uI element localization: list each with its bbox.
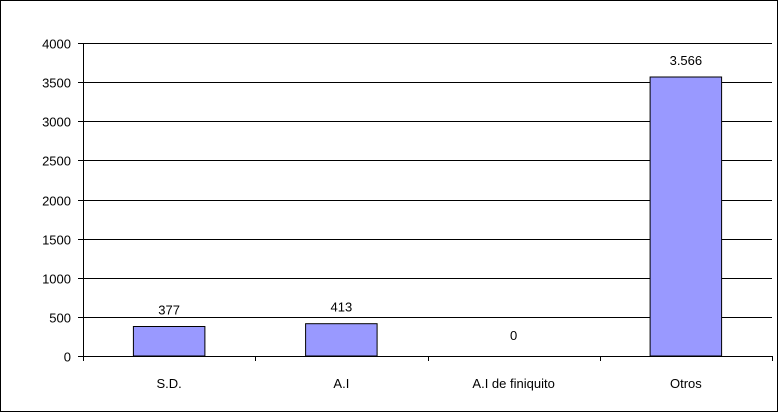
y-tick-label: 1000 [42,272,71,287]
y-tick-label: 3000 [42,115,71,130]
y-tick-label: 2000 [42,194,71,209]
x-category-label: A.I [333,376,349,391]
bar-1 [132,326,206,357]
y-tick-label: 4000 [42,37,71,52]
y-tick-label: 0 [64,350,71,365]
y-tick-label: 1500 [42,233,71,248]
bar-2 [305,323,378,357]
y-tick-label: 3500 [42,76,71,91]
labels: 0 500 1000 1500 2000 2500 3000 3500 4000 377 S.D. 4… [42,37,702,392]
x-category-label: A.I de finiquito [472,376,554,391]
y-tick-label: 500 [49,311,71,326]
bars [132,76,723,357]
y-tick-label: 2500 [42,154,71,169]
data-label: 413 [331,300,353,315]
x-category-label: Otros [670,376,702,391]
data-label: 377 [158,302,180,317]
data-label: 3.566 [670,53,703,68]
bar-4 [649,76,723,357]
data-label: 0 [510,328,517,343]
x-category-label: S.D. [156,376,181,391]
